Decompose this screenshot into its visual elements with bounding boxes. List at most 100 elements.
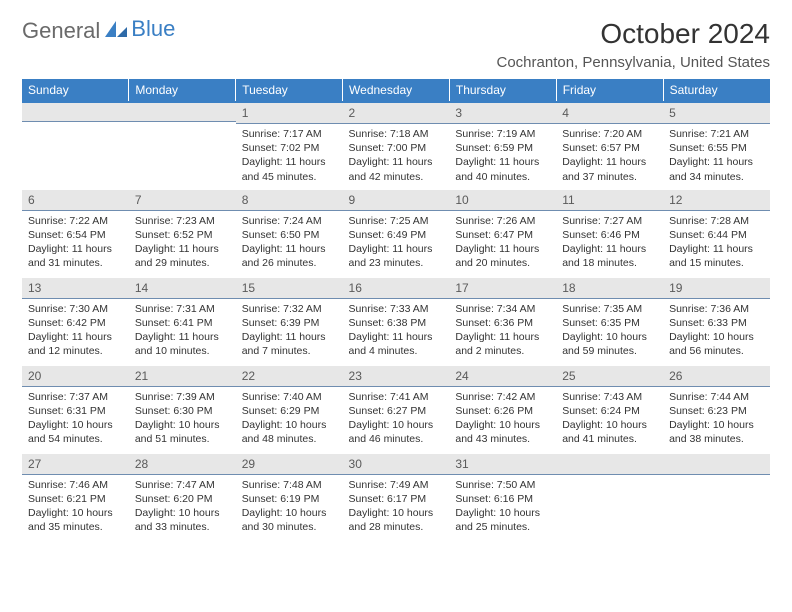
day-line: Sunset: 6:46 PM <box>562 228 657 242</box>
calendar-cell <box>663 454 770 542</box>
day-number: 9 <box>343 190 450 211</box>
day-line: and 48 minutes. <box>242 432 337 446</box>
day-line: Sunrise: 7:22 AM <box>28 214 123 228</box>
day-line: Daylight: 10 hours <box>669 330 764 344</box>
calendar-cell: 20Sunrise: 7:37 AMSunset: 6:31 PMDayligh… <box>22 366 129 454</box>
day-body <box>663 475 770 542</box>
day-line: Daylight: 11 hours <box>135 330 230 344</box>
day-body: Sunrise: 7:33 AMSunset: 6:38 PMDaylight:… <box>343 299 450 366</box>
calendar-cell: 26Sunrise: 7:44 AMSunset: 6:23 PMDayligh… <box>663 366 770 454</box>
day-line: Sunset: 6:24 PM <box>562 404 657 418</box>
day-number: 2 <box>343 101 450 124</box>
day-body: Sunrise: 7:50 AMSunset: 6:16 PMDaylight:… <box>449 475 556 542</box>
day-line: Sunset: 7:00 PM <box>349 141 444 155</box>
weekday-header: Tuesday <box>236 79 343 101</box>
calendar-cell: 7Sunrise: 7:23 AMSunset: 6:52 PMDaylight… <box>129 190 236 278</box>
day-body: Sunrise: 7:36 AMSunset: 6:33 PMDaylight:… <box>663 299 770 366</box>
weekday-header-row: Sunday Monday Tuesday Wednesday Thursday… <box>22 79 770 101</box>
calendar-cell: 1Sunrise: 7:17 AMSunset: 7:02 PMDaylight… <box>236 101 343 190</box>
day-line: and 12 minutes. <box>28 344 123 358</box>
location-text: Cochranton, Pennsylvania, United States <box>497 54 771 71</box>
day-line: Daylight: 10 hours <box>455 506 550 520</box>
day-line: and 42 minutes. <box>349 170 444 184</box>
title-block: October 2024 Cochranton, Pennsylvania, U… <box>497 18 771 71</box>
day-number <box>22 101 129 122</box>
day-line: Daylight: 11 hours <box>562 242 657 256</box>
day-line: and 20 minutes. <box>455 256 550 270</box>
day-body: Sunrise: 7:19 AMSunset: 6:59 PMDaylight:… <box>449 124 556 190</box>
calendar-week-row: 27 Sunrise: 7:46 AMSunset: 6:21 PM Dayligh… <box>22 454 770 542</box>
day-line: and 41 minutes. <box>562 432 657 446</box>
day-line: Sunset: 6:23 PM <box>669 404 764 418</box>
day-number: 30 <box>343 454 450 475</box>
brand-logo: General Blue <box>22 18 175 44</box>
day-line: Daylight: 10 hours <box>669 418 764 432</box>
day-body: Sunrise: 7:39 AMSunset: 6:30 PMDaylight:… <box>129 387 236 454</box>
day-number: 16 <box>343 278 450 299</box>
calendar-cell: 19Sunrise: 7:36 AMSunset: 6:33 PMDayligh… <box>663 278 770 366</box>
calendar-cell: 21Sunrise: 7:39 AMSunset: 6:30 PMDayligh… <box>129 366 236 454</box>
day-number: 22 <box>236 366 343 387</box>
day-body: Sunrise: 7:44 AMSunset: 6:23 PMDaylight:… <box>663 387 770 454</box>
day-line: Sunrise: 7:50 AM <box>455 478 550 492</box>
day-body: Sunrise: 7:17 AMSunset: 7:02 PMDaylight:… <box>236 124 343 190</box>
day-line: Sunrise: 7:28 AM <box>669 214 764 228</box>
day-body <box>22 122 129 190</box>
day-line: and 51 minutes. <box>135 432 230 446</box>
day-line: Sunset: 6:55 PM <box>669 141 764 155</box>
day-line: Sunset: 6:49 PM <box>349 228 444 242</box>
day-body: Sunrise: 7:47 AMSunset: 6:20 PMDaylight:… <box>129 475 236 542</box>
day-line: Daylight: 11 hours <box>562 155 657 169</box>
day-line: Sunrise: 7:46 AM <box>28 478 123 492</box>
calendar-cell: 12Sunrise: 7:28 AMSunset: 6:44 PMDayligh… <box>663 190 770 278</box>
day-number: 23 <box>343 366 450 387</box>
day-line: Sunrise: 7:27 AM <box>562 214 657 228</box>
day-line: Daylight: 11 hours <box>349 330 444 344</box>
day-line: and 29 minutes. <box>135 256 230 270</box>
day-number: 28 <box>129 454 236 475</box>
day-number: 19 <box>663 278 770 299</box>
brand-text-2: Blue <box>131 16 175 42</box>
day-body: Sunrise: 7:31 AMSunset: 6:41 PMDaylight:… <box>129 299 236 366</box>
day-body: Sunrise: 7:28 AMSunset: 6:44 PMDaylight:… <box>663 211 770 278</box>
day-line: Daylight: 11 hours <box>455 242 550 256</box>
day-number: 15 <box>236 278 343 299</box>
weekday-header: Sunday <box>22 79 129 101</box>
day-line: Sunrise: 7:31 AM <box>135 302 230 316</box>
day-number: 10 <box>449 190 556 211</box>
header: General Blue October 2024 Cochranton, Pe… <box>22 18 770 71</box>
day-body: Sunrise: 7:27 AMSunset: 6:46 PMDaylight:… <box>556 211 663 278</box>
day-line: Sunset: 6:21 PM <box>28 492 123 506</box>
day-number: 20 <box>22 366 129 387</box>
day-line: Sunrise: 7:17 AM <box>242 127 337 141</box>
brand-text-1: General <box>22 18 100 44</box>
day-line: Sunset: 6:31 PM <box>28 404 123 418</box>
day-body: Sunrise: 7:43 AMSunset: 6:24 PMDaylight:… <box>556 387 663 454</box>
day-number: 27 <box>22 454 129 475</box>
day-line: and 7 minutes. <box>242 344 337 358</box>
calendar-cell: 30Sunrise: 7:49 AMSunset: 6:17 PMDayligh… <box>343 454 450 542</box>
day-body: Sunrise: 7:35 AMSunset: 6:35 PMDaylight:… <box>556 299 663 366</box>
day-line: and 38 minutes. <box>669 432 764 446</box>
calendar-cell: 9Sunrise: 7:25 AMSunset: 6:49 PMDaylight… <box>343 190 450 278</box>
calendar-cell <box>22 101 129 190</box>
day-line: and 4 minutes. <box>349 344 444 358</box>
calendar-cell: 14Sunrise: 7:31 AMSunset: 6:41 PMDayligh… <box>129 278 236 366</box>
calendar-cell: 25Sunrise: 7:43 AMSunset: 6:24 PMDayligh… <box>556 366 663 454</box>
day-line: and 31 minutes. <box>28 256 123 270</box>
day-number: 24 <box>449 366 556 387</box>
day-number: 4 <box>556 101 663 124</box>
calendar-cell: 23Sunrise: 7:41 AMSunset: 6:27 PMDayligh… <box>343 366 450 454</box>
day-number: 6 <box>22 190 129 211</box>
day-line: Sunrise: 7:49 AM <box>349 478 444 492</box>
day-line: Daylight: 10 hours <box>242 418 337 432</box>
day-line: Sunset: 6:26 PM <box>455 404 550 418</box>
day-line: Sunset: 6:44 PM <box>669 228 764 242</box>
day-line: Daylight: 10 hours <box>349 418 444 432</box>
day-line: Sunset: 6:59 PM <box>455 141 550 155</box>
day-line: Sunset: 6:39 PM <box>242 316 337 330</box>
day-number: 3 <box>449 101 556 124</box>
day-line: Sunset: 6:57 PM <box>562 141 657 155</box>
calendar-cell: 27Sunrise: 7:46 AMSunset: 6:21 PMDayligh… <box>22 454 129 542</box>
day-line: Daylight: 10 hours <box>562 330 657 344</box>
